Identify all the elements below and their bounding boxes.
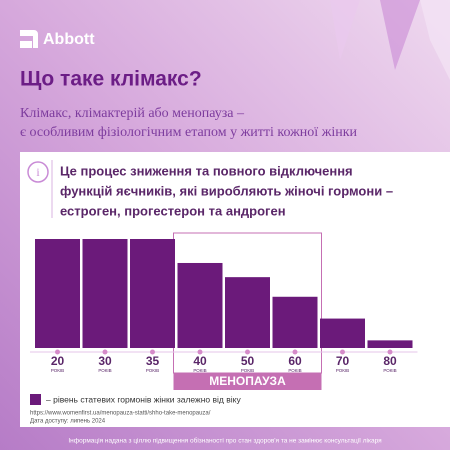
source: https://www.womenfirst.ua/menopauza-stat… — [30, 411, 211, 417]
x-tick-unit: РОКІВ — [383, 368, 396, 373]
decor — [420, 0, 450, 80]
legend-text: – рівень статевих гормонів жінки залежно… — [46, 394, 241, 404]
lead-text: функцій яєчників, які виробляють жіночі … — [60, 183, 393, 198]
x-tick-unit: РОКІВ — [336, 368, 349, 373]
x-tick-label: 20 — [51, 354, 65, 368]
x-tick-unit: РОКІВ — [193, 368, 206, 373]
decor — [380, 0, 420, 70]
bar — [177, 262, 223, 348]
x-tick-unit: РОКІВ — [51, 368, 64, 373]
tick-dot — [55, 349, 60, 355]
x-tick-label: 60 — [288, 354, 302, 368]
subtitle: є особливим фізіологічним етапом у житті… — [20, 125, 358, 140]
tick-dot — [387, 349, 393, 355]
tick-dot — [340, 349, 345, 355]
lead-text: Це процес зниження та повного відключенн… — [60, 163, 353, 178]
decor — [330, 0, 360, 60]
x-tick-label: 80 — [383, 354, 397, 368]
lead-text: естроген, прогестерон та андроген — [60, 203, 286, 218]
access-date: Дата доступу: липень 2024 — [30, 419, 106, 425]
tick-dot — [150, 349, 155, 355]
x-tick-label: 50 — [241, 354, 255, 368]
bar — [225, 277, 270, 348]
tick-dot — [292, 349, 298, 355]
tick-dot — [197, 349, 203, 355]
brand: Abbott — [43, 31, 95, 48]
highlight-band — [173, 373, 322, 390]
tick-dot — [245, 349, 250, 355]
logo: Abbott — [20, 30, 95, 48]
subtitle: Клімакс, клімактерій або менопауза – — [20, 106, 245, 121]
bar-chart: МЕНОПАУЗА20РОКІВ30РОКІВ35РОКІВ40РОКІВ50Р… — [30, 232, 418, 405]
x-tick-label: 40 — [193, 354, 207, 368]
x-tick-unit: РОКІВ — [288, 368, 301, 373]
x-tick-unit: РОКІВ — [146, 368, 159, 373]
legend-swatch — [30, 394, 41, 405]
x-tick-label: 30 — [98, 354, 112, 368]
disclaimer: Інформація надана з ціллю підвищення обі… — [68, 437, 382, 445]
bar — [272, 296, 318, 348]
info-icon-glyph: i — [36, 165, 40, 179]
title: Що таке клімакс? — [20, 68, 202, 91]
bar — [320, 318, 365, 348]
bar — [35, 239, 80, 348]
highlight-label: МЕНОПАУЗА — [209, 374, 286, 388]
tick-dot — [102, 349, 108, 355]
code: UMB2322861 — [439, 386, 445, 423]
x-tick-label: 70 — [336, 354, 350, 368]
x-tick-unit: РОКІВ — [98, 368, 111, 373]
bar — [82, 239, 128, 348]
bar — [367, 340, 413, 348]
info-icon — [27, 161, 49, 183]
x-tick-unit: РОКІВ — [241, 368, 254, 373]
bar — [130, 239, 175, 348]
x-tick-label: 35 — [146, 354, 160, 368]
